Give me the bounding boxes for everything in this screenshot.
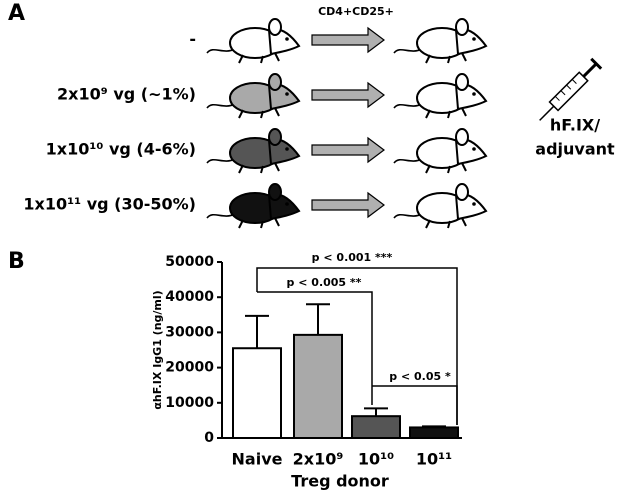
y-axis-label: αhF.IX IgG1 (ng/ml) (151, 290, 164, 409)
donor-dose: 2x10⁹ vg (~1%) (57, 85, 196, 104)
donor-mouse (206, 128, 300, 174)
x-tick-label: Naive (232, 450, 283, 469)
transfer-arrow (311, 191, 385, 219)
injection-label: hF.IX/ (550, 116, 600, 135)
x-tick-label: 10¹¹ (416, 450, 452, 469)
x-axis-label: Treg donor (291, 472, 389, 491)
panel-label: B (8, 249, 25, 274)
bar (293, 333, 343, 440)
panel-label: A (8, 1, 25, 26)
donor-dose: 1x10¹⁰ vg (4-6%) (46, 140, 196, 159)
y-tick-label: 0 (204, 430, 214, 446)
donor-dose: - (189, 30, 196, 49)
transfer-arrow (311, 26, 385, 54)
recipient-mouse (393, 183, 487, 229)
donor-mouse (206, 73, 300, 119)
x-tick-label: 2x10⁹ (293, 450, 344, 469)
transfer-arrow (311, 81, 385, 109)
injection-label: adjuvant (535, 140, 615, 159)
donor-dose: 1x10¹¹ vg (30-50%) (23, 195, 196, 214)
significance-bracket (256, 267, 458, 425)
significance-bracket (372, 385, 458, 425)
significance-label: p < 0.005 ** (287, 276, 362, 289)
recipient-mouse (393, 73, 487, 119)
recipient-mouse (393, 18, 487, 64)
recipient-mouse (393, 128, 487, 174)
bar (409, 426, 459, 440)
x-tick-label: 10¹⁰ (358, 450, 394, 469)
bar (351, 415, 401, 439)
y-tick-label: 50000 (165, 254, 214, 270)
y-tick-label: 30000 (165, 324, 214, 340)
significance-label: p < 0.001 *** (312, 251, 393, 264)
y-tick-label: 20000 (165, 360, 214, 376)
significance-label: p < 0.05 * (389, 370, 451, 383)
transfer-label: CD4+CD25+ (318, 5, 394, 18)
transfer-arrow (311, 136, 385, 164)
syringe (539, 57, 603, 121)
donor-mouse (206, 183, 300, 229)
y-tick-label: 40000 (165, 289, 214, 305)
y-tick-label: 10000 (165, 395, 214, 411)
donor-mouse (206, 18, 300, 64)
significance-bracket (257, 291, 373, 405)
bar (232, 347, 282, 439)
